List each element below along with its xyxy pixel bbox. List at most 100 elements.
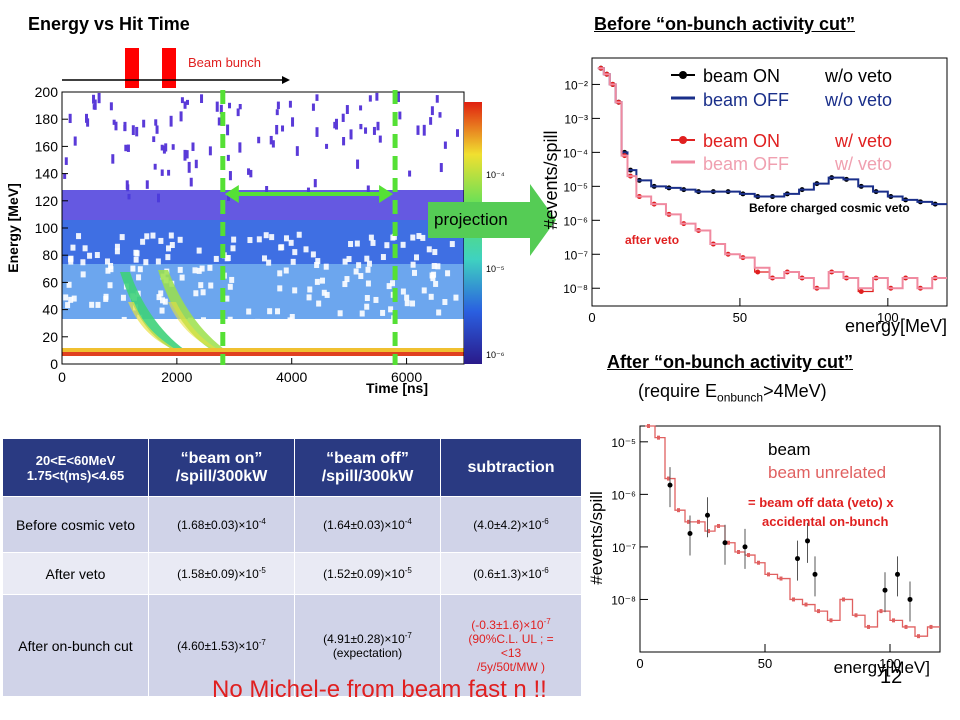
- sparse-gap: [107, 282, 113, 289]
- sparse-gap: [421, 287, 427, 294]
- y-tick-label: 20: [42, 329, 58, 345]
- sparse-gap: [384, 242, 390, 249]
- noise-cell: [269, 135, 273, 145]
- noise-cell: [247, 168, 251, 175]
- sparse-gap: [277, 270, 283, 277]
- time-arrow-head: [282, 76, 290, 84]
- sparse-gap: [266, 259, 272, 266]
- heatmap-x-label: Time [ns]: [366, 380, 428, 396]
- noise-cell: [439, 163, 443, 173]
- sparse-gap: [247, 237, 253, 244]
- noise-cell: [126, 144, 130, 152]
- sparse-gap: [264, 343, 270, 350]
- data-point: [677, 508, 680, 513]
- sparse-gap: [224, 255, 230, 262]
- y-tick-label: 0: [50, 356, 58, 372]
- sparse-gap: [307, 286, 313, 293]
- sparse-gap: [426, 342, 432, 349]
- sparse-gap: [360, 340, 366, 347]
- before-cut-y-axis: 10⁻⁸ 10⁻⁷ 10⁻⁶ 10⁻⁵ 10⁻⁴ 10⁻³ 10⁻²: [563, 78, 600, 296]
- sparse-gap: [431, 263, 437, 270]
- y-tick-label: 40: [42, 302, 58, 318]
- sparse-gap: [432, 249, 438, 256]
- table-row: After on-bunch cut (4.60±1.53)×10-7 (4.9…: [2, 594, 582, 697]
- after-cut-y-label: #events/spill: [587, 491, 606, 585]
- noise-cell: [376, 121, 380, 131]
- annotation-beam-off-line1: = beam off data (veto) x: [748, 495, 894, 510]
- colorbar-tick-2: 10⁻⁵: [486, 264, 505, 274]
- sparse-gap: [200, 289, 206, 296]
- sparse-gap: [88, 319, 94, 326]
- noise-cell: [438, 112, 442, 118]
- noise-cell: [416, 125, 420, 135]
- noise-cell: [180, 97, 184, 104]
- noise-cell: [135, 126, 139, 137]
- sparse-gap: [136, 274, 142, 281]
- noise-cell: [228, 171, 232, 181]
- before-cut-x-label: energy[MeV]: [845, 316, 947, 336]
- sparse-gap: [336, 341, 342, 348]
- data-point: [929, 624, 933, 629]
- sparse-gap: [400, 288, 406, 295]
- heatmap-plume-core-1: [128, 302, 180, 352]
- sparse-gap: [196, 267, 202, 274]
- data-point: [687, 519, 690, 524]
- sparse-gap: [133, 256, 139, 263]
- noise-cell: [333, 121, 337, 129]
- sparse-gap: [159, 307, 165, 314]
- beam-bunch-marker-1: [125, 48, 139, 88]
- y-tick-label: 140: [35, 166, 59, 182]
- sparse-gap: [302, 336, 308, 343]
- sparse-gap: [366, 260, 372, 267]
- noise-cell: [162, 145, 166, 154]
- sparse-gap: [141, 334, 147, 341]
- noise-cell: [114, 121, 118, 131]
- sparse-gap: [449, 241, 455, 248]
- projection-arrow: [428, 184, 556, 256]
- noise-cell: [334, 118, 338, 130]
- sparse-gap: [224, 295, 230, 302]
- sparse-gap: [267, 308, 273, 315]
- legend-wo-veto-2: w/o veto: [824, 90, 892, 110]
- sparse-gap: [82, 245, 88, 252]
- legend-beam-off-w: beam OFF: [703, 154, 789, 174]
- sparse-gap: [292, 249, 298, 256]
- sparse-gap: [435, 263, 441, 270]
- sparse-gap: [199, 265, 205, 272]
- header-beam-on-line1: “beam on”: [180, 449, 263, 467]
- noise-cell: [276, 101, 280, 110]
- sparse-gap: [385, 339, 391, 346]
- sparse-gap: [108, 266, 114, 273]
- sparse-gap: [442, 298, 448, 305]
- y-tick-label: 10⁻⁸: [611, 593, 636, 607]
- x-tick-label: 100: [877, 310, 899, 325]
- sparse-gap: [80, 259, 86, 266]
- data-point: [667, 476, 670, 481]
- data-point: [895, 571, 900, 577]
- data-point: [804, 602, 808, 607]
- sparse-gap: [344, 276, 350, 283]
- sparse-gap: [370, 239, 376, 246]
- sparse-gap: [263, 232, 269, 239]
- sparse-gap: [246, 334, 252, 341]
- sparse-gap: [292, 287, 298, 294]
- noise-cell: [238, 103, 242, 110]
- data-point: [879, 609, 883, 614]
- data-point: [767, 572, 770, 577]
- sparse-gap: [119, 234, 125, 241]
- cell-ul-note-3: /5y/50t/MW ): [476, 660, 545, 674]
- sparse-gap: [113, 339, 119, 346]
- header-cut-line1: 20<E<60MeV: [35, 452, 116, 468]
- sparse-gap: [353, 268, 359, 275]
- sparse-gap: [165, 254, 171, 261]
- noise-cell: [179, 111, 183, 122]
- legend-beam-unrelated: beam unrelated: [768, 463, 886, 482]
- noise-cell: [185, 150, 189, 159]
- series-line: [597, 67, 947, 206]
- noise-cell: [97, 92, 101, 104]
- sparse-gap: [160, 297, 166, 304]
- sparse-gap: [179, 274, 185, 281]
- sparse-gap: [255, 318, 261, 325]
- sparse-gap: [121, 316, 127, 323]
- header-beam-off: “beam off” /spill/300kW: [294, 438, 441, 497]
